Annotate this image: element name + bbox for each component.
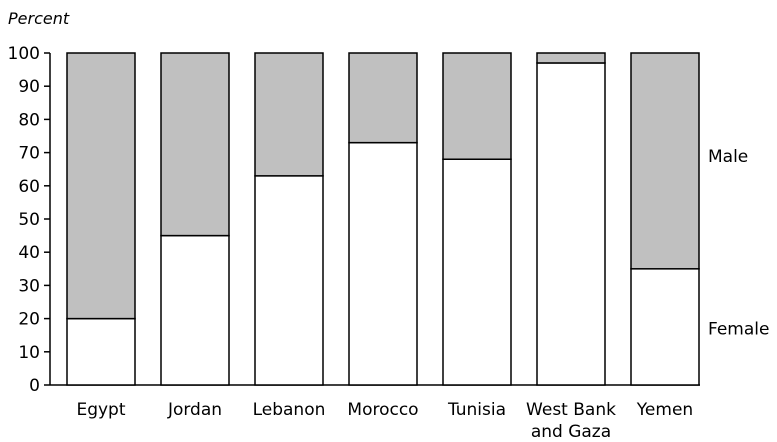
category-label: Jordan: [167, 400, 222, 420]
bar-segment-male: [442, 52, 512, 160]
bar-segment-female: [66, 317, 136, 386]
bar-segment-male: [630, 52, 700, 270]
series-label-male: Male: [708, 147, 748, 167]
bar-segment-male: [348, 52, 418, 144]
y-tick-label: 40: [18, 243, 40, 263]
y-tick-label: 20: [18, 310, 40, 330]
bar-segment-female: [160, 234, 230, 386]
category-label: Tunisia: [447, 400, 506, 420]
y-tick-label: 80: [18, 110, 40, 130]
bar-segment-female: [536, 62, 606, 386]
category-label: and Gaza: [531, 422, 611, 442]
bar-segment-female: [254, 175, 324, 386]
bar-segment-female: [348, 141, 418, 386]
bar-segment-male: [536, 52, 606, 64]
bar-segment-female: [442, 158, 512, 386]
bars: [66, 52, 700, 386]
category-label: Morocco: [347, 400, 418, 420]
series-labels: Female Male: [708, 147, 769, 340]
y-tick-label: 50: [18, 210, 40, 230]
y-tick-label: 100: [8, 44, 40, 64]
bar-segment-male: [160, 52, 230, 237]
y-tick-label: 10: [18, 343, 40, 363]
category-label: West Bank: [526, 400, 616, 420]
y-tick-label: 70: [18, 144, 40, 164]
category-label: Yemen: [636, 400, 693, 420]
y-unit-label: Percent: [8, 9, 70, 28]
category-label: Lebanon: [253, 400, 326, 420]
category-label: Egypt: [76, 400, 125, 420]
y-tick-label: 30: [18, 276, 40, 296]
y-tick-label: 60: [18, 177, 40, 197]
category-labels: Egypt Jordan Lebanon Morocco Tunisia West Ban…: [76, 400, 693, 442]
bar-segment-male: [66, 52, 136, 320]
series-label-female: Female: [708, 320, 769, 340]
bar-segment-male: [254, 52, 324, 177]
y-ticks: 0 10 20 30 40 50 60 70 80 90 100: [8, 44, 50, 396]
y-tick-label: 90: [18, 77, 40, 97]
y-tick-label: 0: [29, 376, 40, 396]
bar-segment-female: [630, 268, 700, 386]
